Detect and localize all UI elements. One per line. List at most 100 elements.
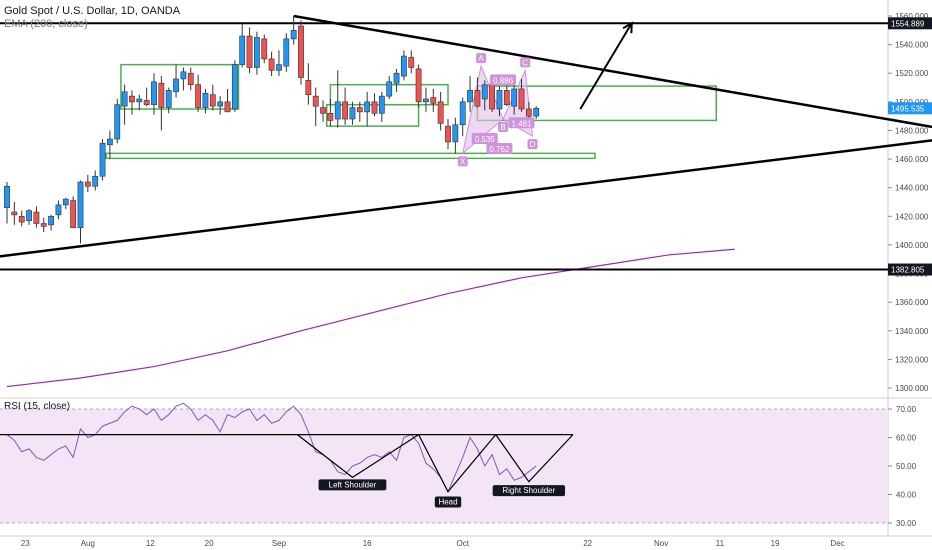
candle-body [62, 198, 69, 206]
harmonic-point-badge [476, 53, 487, 64]
candle-body [342, 101, 348, 120]
candle-body [430, 97, 437, 104]
candle-body [298, 25, 304, 78]
candle-body [246, 35, 253, 68]
candle-body [400, 55, 407, 77]
candle-body [158, 82, 165, 108]
x-tick-label: Oct [456, 539, 469, 548]
candle-body [467, 90, 473, 103]
rsi-legend[interactable]: RSI (15, close) [4, 401, 71, 412]
harmonic-point-badge [498, 122, 509, 133]
harmonic-ratio-badge [486, 143, 513, 155]
harmonic-point-label: A [478, 54, 484, 63]
symbol-title[interactable]: Gold Spot / U.S. Dollar, 1D, OANDA [4, 5, 181, 17]
x-tick-label: Dec [830, 539, 844, 548]
candle-body [209, 94, 216, 107]
candle-body [496, 90, 503, 110]
rsi-y-tick-label: 50.00 [896, 462, 917, 471]
x-tick-label: Nov [654, 539, 668, 548]
harmonic-ratio-badge [508, 117, 535, 129]
y-tick-label: 1560.000 [895, 12, 929, 21]
y-tick-label: 1440.000 [895, 184, 929, 193]
harmonic-ratio-label: 0.535 [475, 135, 496, 144]
candle-body [305, 80, 312, 95]
candle-body [518, 88, 525, 110]
x-tick-label: 12 [146, 539, 155, 548]
y-tick-label: 1320.000 [895, 355, 929, 364]
candle-body [334, 101, 341, 120]
candle-body [70, 200, 77, 229]
candle-body [92, 175, 99, 187]
x-tick-label: Sep [272, 539, 287, 548]
pattern-label: Right Shoulder [502, 486, 555, 495]
support-resistance-zone [105, 152, 596, 160]
harmonic-point-badge [527, 139, 538, 150]
candle-body [276, 64, 282, 71]
candle-body [55, 204, 62, 216]
candle-body [121, 91, 128, 107]
candle-body [371, 101, 378, 114]
candle-body [195, 84, 201, 108]
harmonic-ratio-badge [471, 133, 498, 145]
candle-body [77, 181, 84, 229]
harmonic-point-label: C [522, 58, 528, 67]
candle-body [48, 216, 54, 226]
candle-body [33, 211, 40, 224]
harmonic-point-label: X [460, 157, 466, 166]
triangle-lower-line [0, 139, 932, 258]
y-tick-label: 1400.000 [895, 241, 929, 250]
candle-body [18, 216, 25, 223]
y-tick-label: 1300.000 [895, 384, 929, 393]
candle-body [503, 90, 510, 106]
candle-body [173, 78, 179, 93]
candle-body [143, 100, 150, 106]
candle-body [129, 95, 135, 103]
candle-body [99, 143, 106, 177]
rsi-y-tick-label: 70.00 [896, 405, 917, 414]
candle-body [459, 101, 466, 126]
candle-body [481, 84, 488, 100]
ema-legend[interactable]: EMA (200, close) [4, 18, 88, 30]
price-tag [888, 263, 932, 276]
candle-body [415, 68, 422, 103]
candle-body [408, 57, 415, 68]
rsi-y-tick-label: 30.00 [896, 519, 917, 528]
candle-body [202, 92, 209, 108]
y-tick-label: 1460.000 [895, 155, 929, 164]
harmonic-ratio-label: 1.481 [511, 119, 532, 128]
harmonic-ratio-label: 0.762 [489, 145, 510, 154]
x-tick-label: 20 [205, 539, 214, 548]
y-tick-label: 1360.000 [895, 298, 929, 307]
candle-body [327, 112, 334, 121]
pattern-label: Head [438, 498, 457, 507]
pattern-label-badge [434, 496, 462, 508]
pattern-label-badge [318, 479, 387, 491]
chart-header: Gold Spot / U.S. Dollar, 1D, OANDA EMA (… [4, 5, 180, 31]
candle-body [224, 101, 231, 113]
candle-body [114, 104, 121, 140]
candle-body [261, 38, 268, 60]
y-tick-label: 1540.000 [895, 41, 929, 50]
candle-body [378, 95, 385, 114]
candle-body [107, 138, 113, 146]
candle-body [356, 107, 363, 113]
harmonic-ratio-label: 0.886 [493, 76, 514, 85]
candle-body [187, 72, 194, 85]
price-tag-label: 1382.805 [891, 266, 925, 275]
candle-body [217, 101, 224, 107]
candle-body [511, 88, 518, 107]
harmonic-point-label: D [530, 140, 536, 149]
y-tick-label: 1520.000 [895, 69, 929, 78]
price-tag [888, 102, 932, 115]
ema-line [6, 248, 735, 388]
candle-body [423, 98, 429, 103]
candle-body [445, 125, 451, 143]
candle-body [136, 98, 143, 103]
candle-body [84, 181, 91, 187]
price-tag-label: 1554.889 [891, 19, 925, 28]
candle-body [151, 81, 157, 106]
price-tag-label: 1495.535 [891, 104, 925, 113]
x-tick-label: 19 [771, 539, 780, 548]
candle-body [11, 211, 18, 216]
